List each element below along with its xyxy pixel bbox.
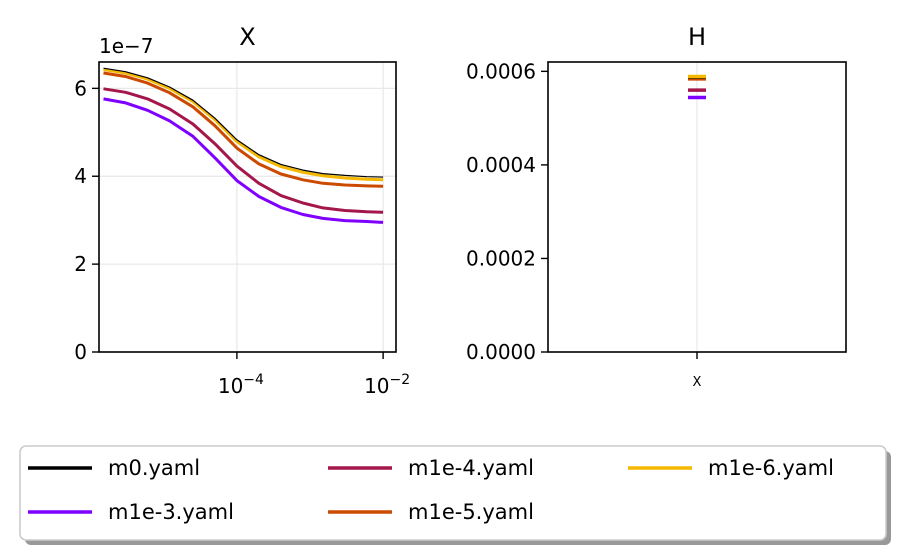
legend-label: m1e-4.yaml	[408, 456, 534, 480]
h-panel-xtick-label: X	[693, 375, 702, 390]
legend: m0.yaml m1e-3.yaml m1e-4.yaml m1e-5.yaml m1e…	[19, 445, 891, 545]
legend-label: m0.yaml	[108, 456, 200, 480]
x-panel-ytick-label: 4	[74, 164, 87, 188]
panel-h: 0.0000 0.0002 0.0004 0.0006 X H	[466, 23, 847, 390]
legend-entries: m0.yaml m1e-3.yaml m1e-4.yaml m1e-5.yaml m1e…	[28, 456, 834, 524]
x-panel-xtick-base: 10	[218, 374, 243, 398]
x-panel-ytick-label: 6	[74, 76, 87, 100]
x-panel-series-m1e-4	[103, 87, 384, 214]
x-panel-series-m1e-5	[103, 71, 384, 188]
x-panel-xtick-exp: −2	[390, 372, 411, 388]
h-panel-ytick-label: 0.0004	[466, 153, 536, 177]
h-panel-ticks: 0.0000 0.0002 0.0004 0.0006 X	[466, 59, 702, 390]
h-panel-ytick-label: 0.0002	[466, 246, 536, 270]
x-panel-xtick-label: 10−4	[218, 372, 264, 398]
x-panel-offset-text: 1e−7	[99, 34, 154, 58]
x-panel-series-m1e-6	[103, 68, 384, 182]
x-panel-series-m0	[103, 67, 384, 178]
h-panel-ytick-label: 0.0006	[466, 59, 536, 83]
h-panel-marks	[688, 74, 706, 100]
x-panel-frame	[98, 61, 397, 353]
x-panel-title: X	[239, 23, 255, 51]
legend-label: m1e-6.yaml	[708, 456, 834, 480]
x-panel-series-m1e-3	[103, 97, 384, 224]
h-panel-ytick-label: 0.0000	[466, 340, 536, 364]
h-panel-title: H	[688, 23, 706, 51]
x-panel-lines	[103, 67, 384, 224]
x-panel-ytick-label: 0	[74, 340, 87, 364]
x-panel-xtick-exp: −4	[243, 372, 264, 388]
x-panel-ytick-label: 2	[74, 252, 87, 276]
x-panel-xtick-base: 10	[364, 374, 389, 398]
legend-label: m1e-3.yaml	[108, 500, 234, 524]
x-panel-xtick-label: 10−2	[364, 372, 410, 398]
x-panel-grid	[99, 62, 396, 353]
legend-label: m1e-5.yaml	[408, 500, 534, 524]
